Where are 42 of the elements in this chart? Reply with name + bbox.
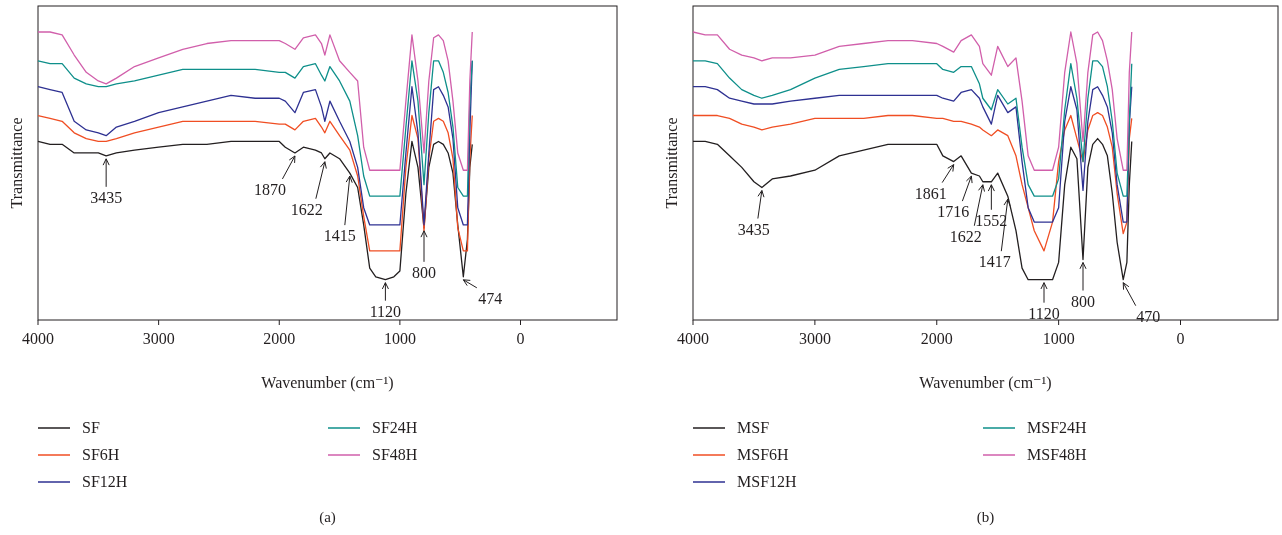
annotation: 470 <box>1136 307 1161 325</box>
annotation: 1120 <box>369 302 402 320</box>
x-tick-label: 3000 <box>142 330 175 347</box>
legend-label: SF24H <box>372 419 418 436</box>
legend-label: SF <box>82 419 100 436</box>
x-tick-label: 4000 <box>677 330 709 347</box>
annotation: 800 <box>412 263 436 281</box>
legend-label: SF6H <box>82 446 120 463</box>
y-axis-title: Transmittance <box>8 117 25 209</box>
legend-label: SF12H <box>82 473 128 490</box>
x-tick-label: 0 <box>1176 330 1185 347</box>
x-tick-label: 2000 <box>263 330 296 347</box>
x-axis-title: Wavenumber (cm⁻¹) <box>919 374 1052 392</box>
text: (b) <box>976 509 995 526</box>
x-tick-label: 0 <box>516 330 525 347</box>
x-tick-label: 1000 <box>1042 330 1075 347</box>
x-tick-label: 3000 <box>798 330 831 347</box>
annotation: 1417 <box>978 253 1011 271</box>
annotation: 1120 <box>1028 304 1060 322</box>
legend-label: MSF <box>737 419 770 436</box>
annotation: 800 <box>1071 292 1095 310</box>
y-axis-title: Transmittance <box>663 117 680 209</box>
annotation: 1622 <box>949 227 982 245</box>
x-axis-title: Wavenumber (cm⁻¹) <box>261 374 394 392</box>
annotation: 1870 <box>253 180 286 198</box>
x-tick-label: 2000 <box>920 330 953 347</box>
x-tick-label: 1000 <box>383 330 416 347</box>
legend-label: MSF24H <box>1027 419 1088 436</box>
annotation: 1552 <box>975 211 1008 229</box>
legend-label: MSF12H <box>737 473 798 490</box>
annotation: 3435 <box>737 220 770 238</box>
annotation: 1415 <box>323 227 356 245</box>
legend-label: MSF48H <box>1027 446 1088 463</box>
annotation: 1861 <box>914 184 947 202</box>
annotation: 1716 <box>937 203 970 221</box>
legend-label: SF48H <box>372 446 418 463</box>
annotation: 3435 <box>90 188 123 206</box>
annotation: 474 <box>478 289 503 307</box>
x-tick-label: 4000 <box>22 330 54 347</box>
annotation: 1622 <box>290 200 323 218</box>
legend-label: MSF6H <box>737 446 790 463</box>
text: (a) <box>319 509 336 526</box>
